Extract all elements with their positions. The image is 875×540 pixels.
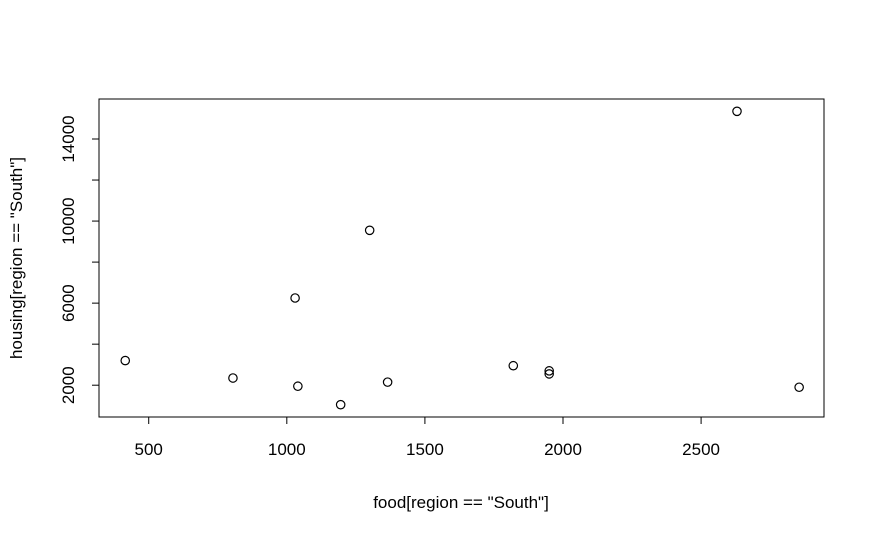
x-tick-label: 2000	[544, 440, 582, 459]
y-tick-label: 14000	[59, 115, 78, 162]
data-point	[732, 106, 742, 117]
y-tick-label: 6000	[59, 284, 78, 322]
y-axis: 2000 6000 10000 14000	[59, 115, 100, 404]
data-point	[293, 381, 303, 392]
x-tick-label: 2500	[682, 440, 720, 459]
y-tick-label: 10000	[59, 197, 78, 244]
x-tick-label: 1500	[406, 440, 444, 459]
data-point	[508, 360, 519, 371]
data-point	[290, 293, 300, 303]
data-point	[364, 225, 375, 236]
y-axis-title: housing[region == "South"]	[7, 157, 26, 359]
x-axis: 500 1000 1500 2000 2500	[135, 416, 720, 459]
data-point	[794, 382, 804, 393]
x-tick-label: 1000	[268, 440, 306, 459]
data-point	[228, 373, 238, 383]
x-axis-title: food[region == "South"]	[373, 493, 549, 512]
y-tick-label: 2000	[59, 366, 78, 404]
data-point	[120, 355, 131, 366]
data-point	[335, 399, 346, 410]
data-point	[382, 377, 393, 387]
data-point	[544, 369, 554, 379]
plot-frame	[98, 98, 825, 418]
x-tick-label: 500	[135, 440, 163, 459]
data-points	[120, 106, 804, 410]
data-point	[544, 366, 554, 376]
